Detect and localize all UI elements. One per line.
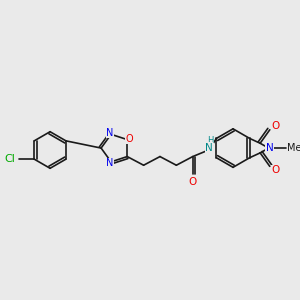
Text: O: O xyxy=(272,165,280,175)
Text: Me: Me xyxy=(287,143,300,153)
Text: N: N xyxy=(266,143,274,153)
Text: O: O xyxy=(189,177,197,187)
Text: N: N xyxy=(106,128,114,138)
Text: H: H xyxy=(207,136,213,145)
Text: N: N xyxy=(106,158,114,168)
Text: O: O xyxy=(125,134,133,144)
Text: N: N xyxy=(205,143,213,153)
Text: O: O xyxy=(272,121,280,131)
Text: Cl: Cl xyxy=(5,154,16,164)
